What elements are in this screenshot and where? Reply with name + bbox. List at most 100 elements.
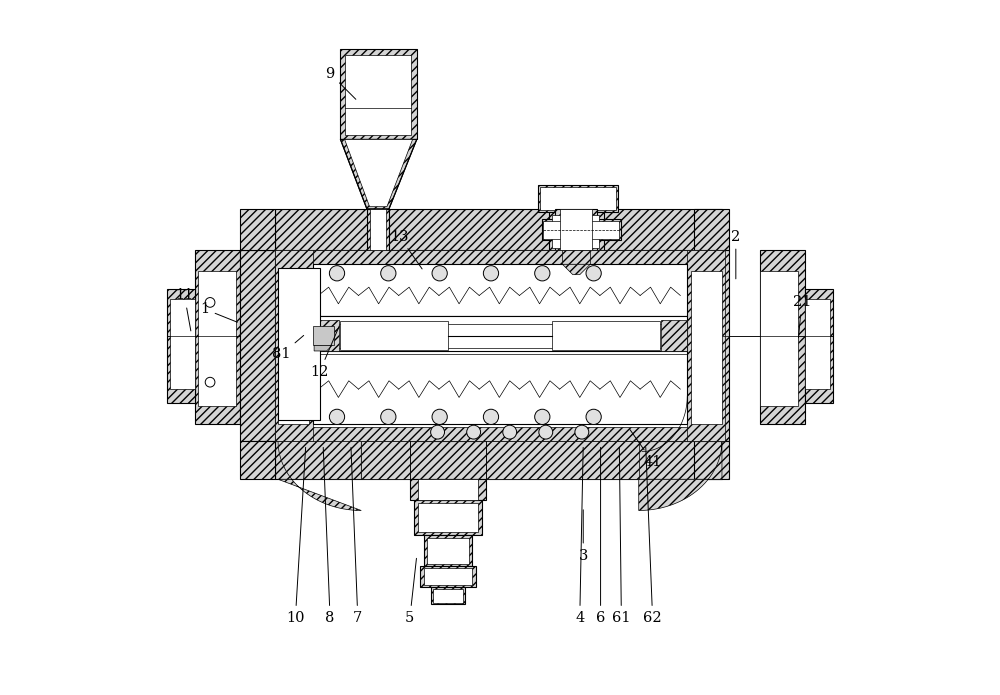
Bar [275,208,722,250]
Bar [433,589,463,603]
Bar [543,220,619,238]
Bar [691,271,722,424]
Bar [170,299,195,389]
Bar [275,427,722,441]
Text: 2: 2 [731,229,740,279]
Circle shape [329,409,345,425]
Bar [552,321,660,350]
Circle shape [483,265,499,281]
Bar [555,208,597,250]
Bar [367,208,389,250]
Bar [424,568,472,585]
Bar [313,351,687,424]
Bar [275,250,722,264]
Bar [313,320,339,351]
Bar [805,288,833,403]
Polygon shape [340,140,417,208]
Bar [540,187,616,210]
Circle shape [586,265,601,281]
Bar [278,268,320,420]
Circle shape [432,265,447,281]
Polygon shape [314,345,332,351]
Bar [760,271,798,407]
Bar [167,288,195,403]
Bar [361,441,410,480]
Circle shape [575,425,589,439]
Bar [198,271,236,407]
Text: 12: 12 [310,326,339,379]
Circle shape [503,425,517,439]
Circle shape [381,409,396,425]
Bar [418,480,478,500]
Bar [431,587,465,604]
Bar [240,208,275,250]
Bar [195,250,240,424]
Text: 8: 8 [323,448,335,625]
Text: 7: 7 [351,448,362,625]
Text: 61: 61 [612,448,631,625]
Circle shape [539,425,553,439]
Circle shape [483,409,499,425]
Bar [340,321,448,350]
Bar [562,250,590,264]
Bar [560,208,592,250]
Circle shape [205,377,215,387]
Bar [240,441,275,480]
Bar [661,320,687,351]
Bar [418,503,478,532]
Text: 5: 5 [405,558,416,625]
Text: 81: 81 [272,336,304,361]
Text: 41: 41 [630,430,662,469]
Circle shape [205,297,215,307]
Bar [414,500,482,534]
Text: 3: 3 [579,510,588,562]
Bar [240,250,275,441]
Bar [370,208,386,250]
Bar [345,56,411,136]
Bar [278,271,309,424]
Bar [275,250,313,441]
Bar [313,326,334,345]
Polygon shape [562,264,590,275]
Bar [313,316,687,354]
Bar [549,212,604,250]
Bar [275,250,722,441]
Circle shape [431,425,445,439]
Bar [538,184,618,212]
Text: 9: 9 [325,67,356,99]
Bar [340,49,417,140]
Bar [552,215,599,248]
Bar [313,264,687,316]
Text: 11: 11 [175,288,194,331]
Bar [694,208,729,250]
Circle shape [586,409,601,425]
Bar [424,534,472,566]
Bar [410,480,486,500]
Polygon shape [345,140,413,206]
Circle shape [535,265,550,281]
Circle shape [329,265,345,281]
Text: 4: 4 [575,448,584,625]
Bar [420,566,476,587]
Bar [275,441,722,480]
Circle shape [432,409,447,425]
Bar [760,250,805,424]
Bar [486,441,639,480]
Bar [542,219,621,240]
Bar [313,324,687,348]
Text: 13: 13 [390,229,422,269]
Circle shape [381,265,396,281]
Bar [694,250,729,441]
Text: 21: 21 [793,295,811,338]
Bar [687,250,725,441]
Polygon shape [639,441,722,511]
Polygon shape [278,441,361,511]
Bar [427,537,469,564]
Bar [805,299,830,389]
Text: 62: 62 [643,448,662,625]
Bar [694,441,729,480]
Circle shape [535,409,550,425]
Text: 10: 10 [286,448,306,625]
Text: 1: 1 [201,302,237,322]
Circle shape [467,425,481,439]
